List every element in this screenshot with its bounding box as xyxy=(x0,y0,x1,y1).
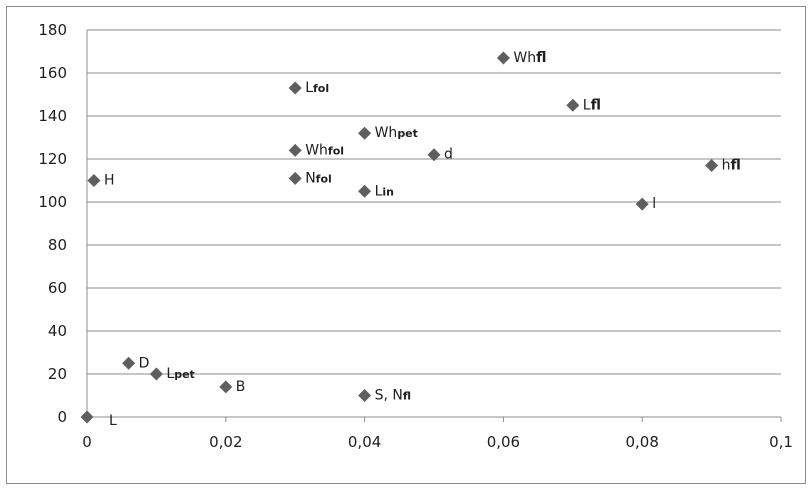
point-label: Nfol xyxy=(305,170,332,186)
data-point-nfol xyxy=(288,171,302,185)
point-label: Whfol xyxy=(305,142,344,158)
y-tick-label: 140 xyxy=(38,107,67,125)
point-label: Lpet xyxy=(166,366,194,382)
y-tick-label: 60 xyxy=(48,279,67,297)
point-label: Lfl xyxy=(583,97,601,113)
data-point-lfl xyxy=(566,98,580,112)
x-tick-label: 0,04 xyxy=(348,433,381,451)
data-point-b xyxy=(219,380,233,394)
y-tick-label: 120 xyxy=(38,150,67,168)
point-label: H xyxy=(104,173,115,189)
point-label: Lin xyxy=(375,183,394,199)
y-tick-label: 100 xyxy=(38,193,67,211)
point-label: Lfol xyxy=(305,80,329,96)
y-tick-label: 180 xyxy=(38,21,67,39)
x-tick-label: 0,1 xyxy=(769,433,793,451)
point-label: S, Nfl xyxy=(375,388,411,404)
y-tick-label: 20 xyxy=(48,365,67,383)
point-label: hfl xyxy=(722,157,741,173)
point-label: L xyxy=(109,413,117,429)
data-point-l xyxy=(635,197,649,211)
data-point-whpet xyxy=(358,126,372,140)
point-label: Whfl xyxy=(513,50,546,66)
point-label: Whpet xyxy=(375,125,418,141)
data-point-s-nfl xyxy=(358,389,372,402)
y-tick-label: 40 xyxy=(48,322,67,340)
x-tick-label: 0,02 xyxy=(209,433,242,451)
point-label: B xyxy=(236,379,246,395)
data-point-whfl xyxy=(496,51,510,65)
data-point-lpet xyxy=(149,367,163,381)
data-point-d xyxy=(427,148,441,162)
point-label: l xyxy=(652,196,656,212)
y-tick-label: 0 xyxy=(57,408,67,426)
data-point-lin xyxy=(358,184,372,198)
data-point-hfl xyxy=(705,158,719,172)
x-tick-label: 0,08 xyxy=(625,433,658,451)
y-tick-label: 160 xyxy=(38,64,67,82)
x-tick-label: 0,06 xyxy=(487,433,520,451)
data-point-l xyxy=(80,410,94,424)
data-point-lfol xyxy=(288,81,302,95)
data-point-h xyxy=(87,174,101,187)
point-label: D xyxy=(139,355,150,371)
data-point-d xyxy=(122,356,136,370)
point-label: d xyxy=(444,147,453,163)
x-tick-label: 0 xyxy=(82,433,92,451)
data-point-whfol xyxy=(288,143,302,157)
y-tick-label: 80 xyxy=(48,236,67,254)
